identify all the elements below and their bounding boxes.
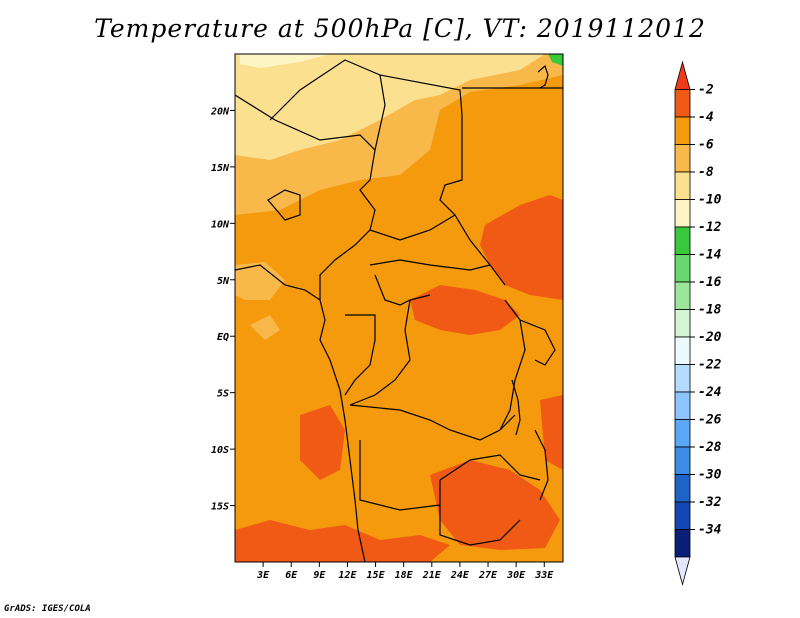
axis-ticks: 3E 6E 9E 12E 15E 18E 21E 24E 27E 30E 33E 20N 15N 10N 5… — [210, 106, 554, 581]
map-frame — [234, 53, 564, 563]
lake-tanganyika — [511, 379, 521, 436]
algeria-niger-border — [269, 59, 386, 151]
lon-tick-label: 24E — [450, 570, 470, 581]
band-minus14-to-minus12 — [548, 54, 563, 66]
colorbar-swatch — [674, 199, 691, 228]
band-minus4-to-minus2-southwest — [235, 520, 450, 562]
lat-tick-label: 5N — [217, 276, 230, 287]
colorbar-swatch — [674, 254, 691, 283]
colorbar-swatch — [674, 89, 691, 118]
colorbar-label: -4 — [698, 110, 714, 125]
colorbar-label: -16 — [698, 275, 722, 290]
lon-tick-label: 21E — [422, 570, 442, 581]
colorbar-label: -32 — [698, 495, 722, 510]
colorbar-label: -14 — [698, 248, 722, 263]
lon-tick-label: 18E — [395, 570, 414, 581]
colorbar-bottom-triangle — [674, 556, 691, 587]
lon-tick-label: 6E — [285, 570, 298, 581]
colorbar-label: -34 — [698, 523, 722, 538]
colorbar-swatch — [674, 336, 691, 365]
colorbar-swatch — [674, 144, 691, 173]
colorbar-label: -6 — [698, 138, 714, 153]
colorbar-label: -28 — [698, 440, 722, 455]
drc-west-border — [349, 299, 411, 406]
colorbar-label: -24 — [698, 385, 722, 400]
colorbar-swatch — [674, 364, 691, 393]
colorbar-swatch — [674, 281, 691, 310]
congo-car-border — [374, 274, 431, 306]
colorbar-swatch — [674, 116, 691, 145]
lon-tick-label: 27E — [478, 570, 498, 581]
lake-victoria — [519, 319, 556, 366]
lon-tick-label: 33E — [534, 570, 554, 581]
colorbar-label: -8 — [698, 165, 714, 180]
colorbar-swatch — [674, 529, 691, 558]
colorbar-swatch — [674, 501, 691, 530]
colorbar-swatch — [674, 391, 691, 420]
lat-tick-label: 20N — [210, 106, 230, 117]
colorbar-label: -10 — [698, 193, 722, 208]
benin-border — [267, 189, 301, 221]
car-border-north — [369, 214, 456, 241]
colorbar: -2 -4 -6 -8 -10 -12 -14 -16 -18 -20 -22 -24 -26 -28 -3… — [674, 60, 722, 587]
sahel-border — [235, 94, 376, 300]
colorbar-label: -26 — [698, 413, 722, 428]
colorbar-label: -20 — [698, 330, 722, 345]
lon-tick-label: 3E — [256, 570, 270, 581]
lat-tick-label: 5S — [217, 389, 229, 400]
colorbar-swatch — [674, 419, 691, 448]
band-minus4-to-minus2-south — [430, 460, 560, 550]
gabon-congo-border — [344, 314, 376, 396]
cool-patch-west — [235, 262, 285, 300]
lat-tick-label: 15S — [211, 502, 229, 513]
band-minus4-to-minus2-east — [480, 195, 563, 300]
grads-credit: GrADS: IGES/COLA — [4, 604, 91, 614]
band-minus4-to-minus2-angola — [300, 405, 345, 480]
west-coastline — [235, 264, 366, 562]
lon-tick-label: 30E — [506, 570, 526, 581]
chart-title: Temperature at 500hPa [C], VT: 201911201… — [94, 14, 706, 43]
zambia-south-border — [439, 480, 521, 546]
lake-malawi — [534, 429, 549, 501]
angola-namibia-border — [359, 440, 441, 511]
band-minus4-to-minus2-rift — [540, 395, 563, 470]
zambia-border — [439, 454, 541, 481]
colorbar-swatch — [674, 226, 691, 255]
country-borders — [235, 59, 563, 562]
cool-patch-gulf — [250, 315, 280, 340]
colorbar-label: -30 — [698, 468, 722, 483]
colorbar-top-triangle — [674, 60, 691, 90]
lat-tick-label: 15N — [211, 163, 230, 174]
lat-tick-label: EQ — [217, 332, 229, 343]
lon-tick-label: 12E — [338, 570, 357, 581]
colorbar-swatch — [674, 474, 691, 503]
nile-delta — [537, 64, 549, 89]
band-minus12-to-minus10 — [240, 54, 330, 68]
band-minus10-to-minus8 — [235, 54, 545, 160]
great-lakes-border — [499, 299, 526, 431]
colorbar-swatch — [674, 446, 691, 475]
colorbar-swatch — [674, 309, 691, 338]
lat-tick-label: 10N — [211, 219, 230, 230]
lon-tick-label: 9E — [313, 570, 326, 581]
colorbar-label: -2 — [698, 83, 714, 98]
colorbar-label: -22 — [698, 358, 722, 373]
band-minus4-to-minus2-congo — [410, 285, 520, 335]
colorbar-label: -18 — [698, 303, 722, 318]
lon-tick-label: 15E — [367, 570, 386, 581]
lat-tick-label: 10S — [211, 445, 229, 456]
car-border-south — [369, 259, 491, 271]
colorbar-swatch — [674, 171, 691, 200]
chad-sudan-border — [379, 74, 506, 286]
colorbar-label: -12 — [698, 220, 722, 235]
temperature-field — [235, 54, 563, 562]
